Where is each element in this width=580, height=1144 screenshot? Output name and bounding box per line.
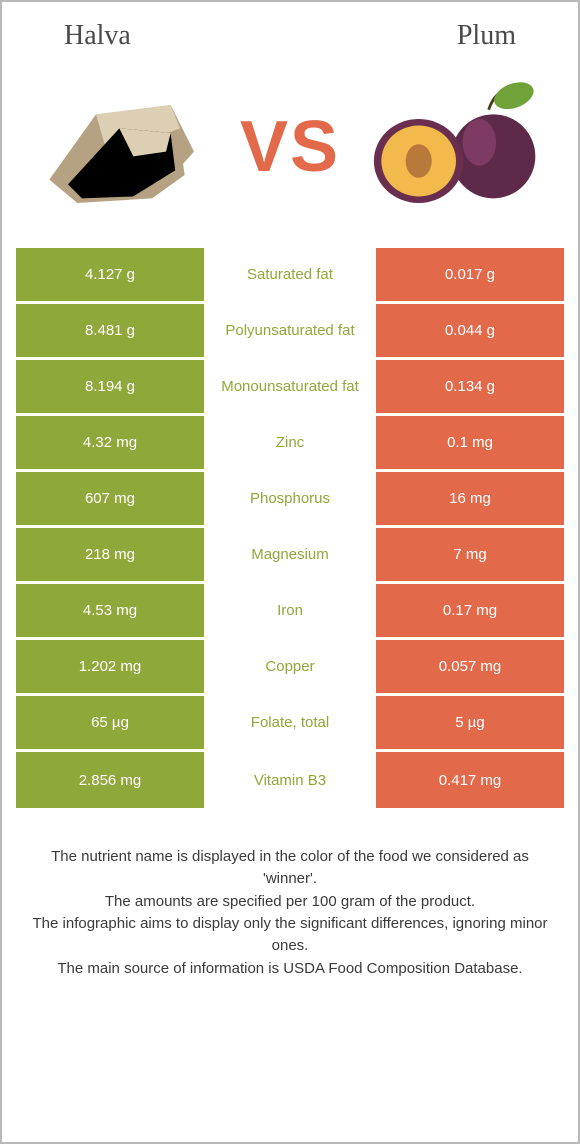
plum-image xyxy=(356,72,556,222)
nutrient-label: Vitamin B3 xyxy=(204,752,376,808)
left-value: 4.127 g xyxy=(16,248,204,301)
nutrient-row: 8.194 gMonounsaturated fat0.134 g xyxy=(16,360,564,416)
nutrient-label: Folate, total xyxy=(204,696,376,749)
left-value: 8.481 g xyxy=(16,304,204,357)
hero-row: VS xyxy=(14,72,566,246)
right-value: 7 mg xyxy=(376,528,564,581)
nutrient-row: 4.53 mgIron0.17 mg xyxy=(16,584,564,640)
footnote-line: The infographic aims to display only the… xyxy=(32,913,548,957)
right-value: 5 µg xyxy=(376,696,564,749)
right-food-title: Plum xyxy=(457,20,516,52)
nutrient-label: Copper xyxy=(204,640,376,693)
nutrient-label: Polyunsaturated fat xyxy=(204,304,376,357)
nutrient-row: 8.481 gPolyunsaturated fat0.044 g xyxy=(16,304,564,360)
nutrient-label: Iron xyxy=(204,584,376,637)
nutrient-table: 4.127 gSaturated fat0.017 g8.481 gPolyun… xyxy=(14,246,566,810)
left-food-title: Halva xyxy=(64,20,131,52)
left-value: 2.856 mg xyxy=(16,752,204,808)
left-value: 4.53 mg xyxy=(16,584,204,637)
left-value: 218 mg xyxy=(16,528,204,581)
nutrient-row: 2.856 mgVitamin B30.417 mg xyxy=(16,752,564,808)
footnote-line: The nutrient name is displayed in the co… xyxy=(32,846,548,890)
nutrient-label: Saturated fat xyxy=(204,248,376,301)
left-value: 1.202 mg xyxy=(16,640,204,693)
nutrient-row: 607 mgPhosphorus16 mg xyxy=(16,472,564,528)
right-value: 0.134 g xyxy=(376,360,564,413)
nutrient-label: Monounsaturated fat xyxy=(204,360,376,413)
left-value: 65 µg xyxy=(16,696,204,749)
nutrient-label: Magnesium xyxy=(204,528,376,581)
footnotes: The nutrient name is displayed in the co… xyxy=(14,810,566,980)
halva-image xyxy=(24,72,224,222)
right-value: 0.1 mg xyxy=(376,416,564,469)
right-value: 16 mg xyxy=(376,472,564,525)
right-value: 0.057 mg xyxy=(376,640,564,693)
nutrient-row: 65 µgFolate, total5 µg xyxy=(16,696,564,752)
left-value: 8.194 g xyxy=(16,360,204,413)
right-value: 0.017 g xyxy=(376,248,564,301)
vs-label: VS xyxy=(240,106,340,188)
nutrient-row: 1.202 mgCopper0.057 mg xyxy=(16,640,564,696)
left-value: 4.32 mg xyxy=(16,416,204,469)
food-titles: Halva Plum xyxy=(14,20,566,52)
nutrient-label: Zinc xyxy=(204,416,376,469)
right-value: 0.044 g xyxy=(376,304,564,357)
nutrient-label: Phosphorus xyxy=(204,472,376,525)
footnote-line: The main source of information is USDA F… xyxy=(32,958,548,980)
footnote-line: The amounts are specified per 100 gram o… xyxy=(32,891,548,913)
nutrient-row: 4.127 gSaturated fat0.017 g xyxy=(16,248,564,304)
left-value: 607 mg xyxy=(16,472,204,525)
nutrient-row: 218 mgMagnesium7 mg xyxy=(16,528,564,584)
right-value: 0.417 mg xyxy=(376,752,564,808)
nutrient-row: 4.32 mgZinc0.1 mg xyxy=(16,416,564,472)
infographic-container: Halva Plum VS 4.127 gSa xyxy=(0,0,580,980)
right-value: 0.17 mg xyxy=(376,584,564,637)
